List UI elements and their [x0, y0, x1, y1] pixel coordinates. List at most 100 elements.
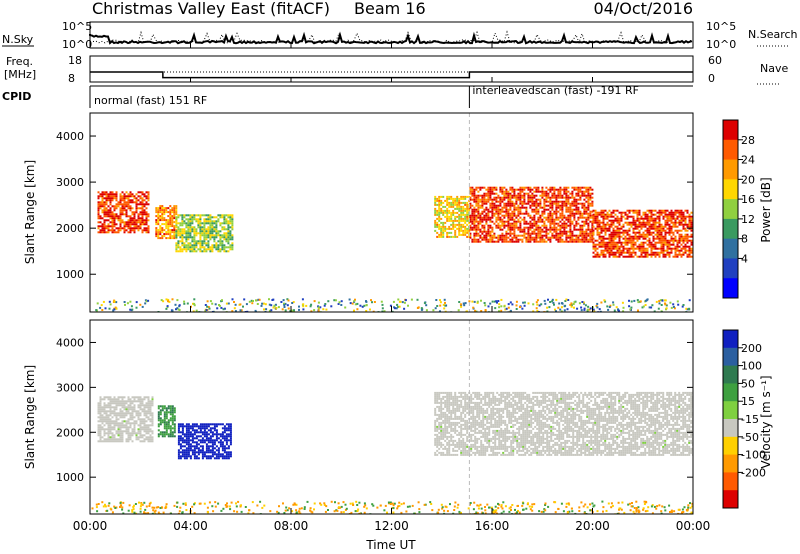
heatmap-cell [634, 223, 637, 226]
heatmap-cell [446, 421, 449, 424]
heatmap-cell [519, 208, 522, 211]
heatmap-cell [515, 196, 518, 199]
heatmap-cell [471, 208, 474, 211]
heatmap-cell [652, 235, 655, 238]
heatmap-cell [628, 241, 631, 244]
heatmap-cell [549, 188, 552, 191]
heatmap-cell [159, 227, 162, 230]
heatmap-cell [177, 427, 180, 430]
heatmap-cell [177, 439, 180, 442]
ground-scatter-cell [522, 301, 525, 304]
heatmap-cell [475, 202, 478, 205]
heatmap-cell [555, 204, 558, 207]
heatmap-cell [203, 218, 206, 221]
heatmap-cell [646, 215, 649, 218]
heatmap-cell [167, 421, 170, 424]
heatmap-cell [115, 207, 118, 210]
heatmap-cell [481, 232, 484, 235]
heatmap-cell [207, 433, 210, 436]
heatmap-cell [471, 238, 474, 241]
colorbar-swatch [723, 199, 738, 220]
ground-scatter-cell [167, 300, 169, 303]
ground-scatter-cell [231, 310, 234, 312]
heatmap-cell [539, 194, 542, 197]
heatmap-cell [481, 230, 484, 233]
heatmap-cell [610, 231, 613, 234]
heatmap-cell [489, 234, 492, 237]
heatmap-cell [483, 236, 486, 239]
heatmap-cell [583, 238, 586, 241]
ground-scatter-cell [277, 306, 280, 309]
heatmap-cell [113, 207, 116, 210]
heatmap-cell [442, 443, 445, 446]
heatmap-cell [440, 425, 443, 428]
heatmap-cell [545, 186, 548, 189]
heatmap-cell [219, 441, 222, 444]
heatmap-cell [229, 232, 232, 235]
heatmap-cell [145, 412, 148, 415]
heatmap-cell [201, 250, 204, 253]
heatmap-cell [630, 253, 633, 256]
heatmap-cell [125, 221, 128, 224]
heatmap-cell [535, 190, 538, 193]
heatmap-cell [147, 213, 150, 216]
heatmap-cell [464, 201, 467, 204]
heatmap-cell [497, 194, 500, 197]
heatmap-cell [614, 217, 617, 220]
heatmap-cell [551, 206, 554, 209]
heatmap-cell [119, 211, 122, 214]
ground-scatter-cell [420, 307, 423, 310]
heatmap-cell [468, 195, 471, 198]
heatmap-cell [614, 231, 617, 234]
heatmap-cell [501, 220, 504, 223]
power-ylabel: Slant Range [km] [23, 160, 37, 264]
heatmap-cell [551, 202, 554, 205]
heatmap-cell [485, 238, 488, 241]
heatmap-cell [511, 214, 514, 217]
heatmap-cell [676, 247, 679, 250]
heatmap-cell [527, 202, 530, 205]
heatmap-cell [676, 239, 679, 242]
heatmap-cell [185, 443, 188, 446]
heatmap-cell [511, 218, 514, 221]
heatmap-cell [686, 211, 689, 214]
heatmap-cell [436, 435, 439, 438]
heatmap-cell [515, 194, 518, 197]
heatmap-cell [163, 417, 166, 420]
heatmap-cell [227, 445, 230, 448]
heatmap-cell [127, 225, 130, 228]
heatmap-cell [567, 218, 570, 221]
heatmap-cell [115, 404, 118, 407]
heatmap-cell [111, 426, 114, 429]
heatmap-cell [448, 227, 451, 230]
heatmap-cell [199, 429, 202, 432]
heatmap-cell [159, 231, 162, 234]
heatmap-cell [477, 222, 480, 225]
heatmap-cell [119, 201, 122, 204]
heatmap-cell [221, 226, 224, 229]
heatmap-cell [539, 218, 542, 221]
ground-scatter-cell [214, 303, 217, 306]
heatmap-cell [670, 209, 673, 212]
ground-scatter-cell [468, 300, 471, 303]
ground-scatter-cell [546, 306, 549, 309]
heatmap-cell [626, 249, 629, 252]
heatmap-cell [555, 196, 558, 199]
heatmap-cell [487, 234, 490, 237]
heatmap-cell [109, 211, 112, 214]
heatmap-cell [141, 209, 144, 212]
heatmap-cell [483, 202, 486, 205]
heatmap-cell [163, 233, 166, 236]
heatmap-cell [119, 432, 122, 435]
heatmap-cell [501, 192, 504, 195]
heatmap-cell [227, 214, 230, 217]
heatmap-cell [219, 248, 222, 251]
heatmap-cell [535, 232, 538, 235]
heatmap-cell [157, 237, 160, 240]
heatmap-cell [596, 233, 599, 236]
heatmap-cell [684, 221, 687, 224]
heatmap-cell [149, 428, 152, 431]
heatmap-cell [690, 243, 693, 246]
heatmap-cell [604, 237, 607, 240]
heatmap-cell [513, 220, 516, 223]
